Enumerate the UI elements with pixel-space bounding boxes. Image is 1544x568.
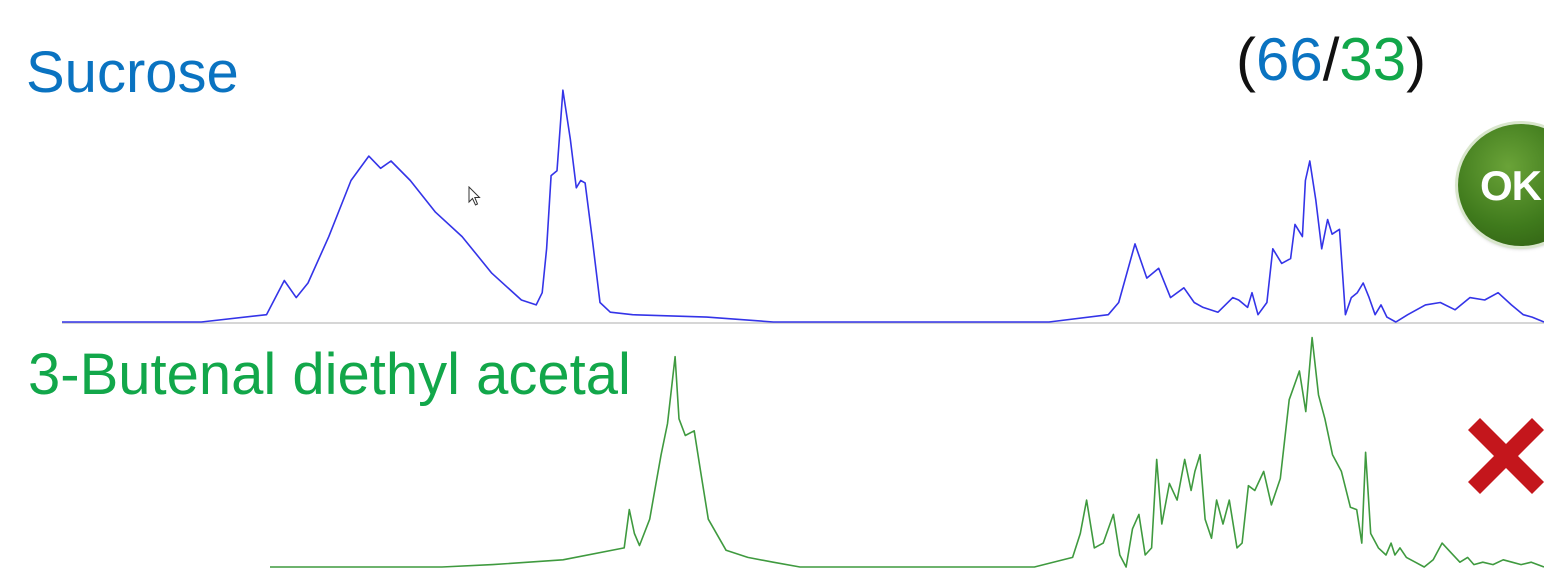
- butenal-acetal-label: 3-Butenal diethyl acetal: [28, 342, 631, 407]
- series-line-0-0: [62, 89, 1544, 323]
- ratio-second-value: 33: [1339, 26, 1407, 93]
- sucrose-spectrum: [62, 89, 1544, 323]
- mixture-ratio: (66/33): [1236, 30, 1426, 90]
- series-line-1-0: [270, 336, 1544, 568]
- butenal-acetal-spectrum: [270, 336, 1544, 568]
- ratio-separator: /: [1322, 26, 1340, 93]
- mouse-cursor-icon: [468, 186, 481, 206]
- reject-x-icon: [1468, 418, 1544, 494]
- ratio-close-paren: ): [1406, 26, 1427, 93]
- ratio-first-value: 66: [1255, 26, 1323, 93]
- ok-badge-label: OK: [1480, 162, 1542, 209]
- ratio-open-paren: (: [1236, 26, 1256, 93]
- sucrose-label: Sucrose: [26, 40, 239, 105]
